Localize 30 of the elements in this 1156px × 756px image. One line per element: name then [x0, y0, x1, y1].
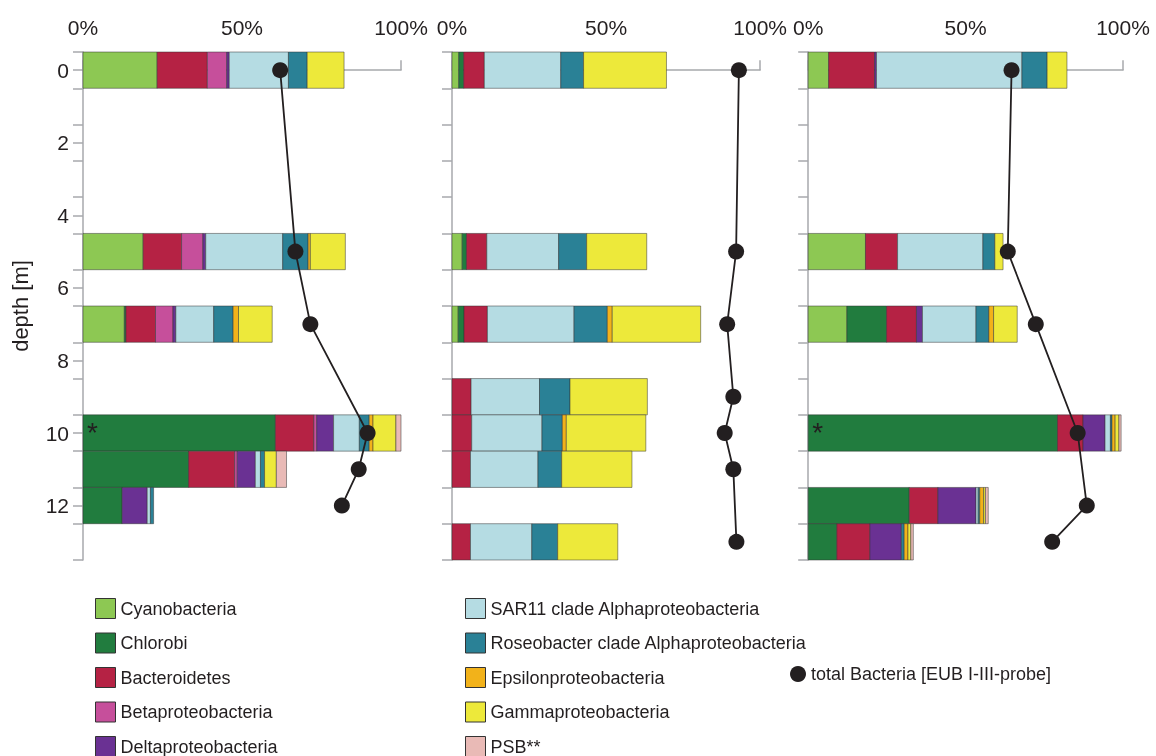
x-tick-label: 100% — [1096, 16, 1150, 39]
y-tick-label: 0 — [57, 58, 69, 82]
legend-label: Betaproteobacteria — [120, 702, 274, 722]
legend-label: Bacteroidetes — [120, 667, 231, 688]
y-tick-label: 10 — [45, 421, 69, 445]
legend-label: Epsilonproteobacteria — [490, 667, 666, 688]
y-tick-label: 6 — [57, 276, 69, 300]
x-tick-label: 0% — [436, 16, 468, 39]
x-tick-label: 100% — [733, 16, 787, 39]
y-tick-label: 4 — [57, 203, 70, 227]
y-tick-label: 8 — [57, 348, 69, 372]
legend-label: Cyanobacteria — [120, 598, 238, 619]
x-tick-label: 0% — [793, 16, 824, 39]
legend-label: Chlorobi — [120, 633, 188, 653]
x-tick-label: 50% — [944, 16, 987, 39]
annotation: * — [87, 416, 98, 448]
x-tick-label: 100% — [374, 16, 428, 39]
legend-label: SAR11 clade Alphaproteobacteria — [490, 598, 761, 619]
x-tick-label: 50% — [220, 16, 264, 39]
legend-label: Deltaproteobacteria — [120, 736, 279, 756]
legend-label: total Bacteria [EUB I-III-probe] — [811, 664, 1052, 684]
x-tick-label: 50% — [585, 16, 628, 39]
legend-label: Roseobacter clade Alphaproteobacteria — [490, 633, 807, 653]
y-tick-label: 12 — [45, 494, 69, 518]
legend-label: PSB** — [490, 736, 541, 756]
legend-label: Gammaproteobacteria — [490, 702, 671, 722]
y-axis-title: depth [m] — [7, 260, 33, 352]
y-tick-label: 2 — [57, 131, 69, 155]
annotation: * — [812, 416, 824, 448]
x-tick-label: 0% — [67, 16, 99, 39]
